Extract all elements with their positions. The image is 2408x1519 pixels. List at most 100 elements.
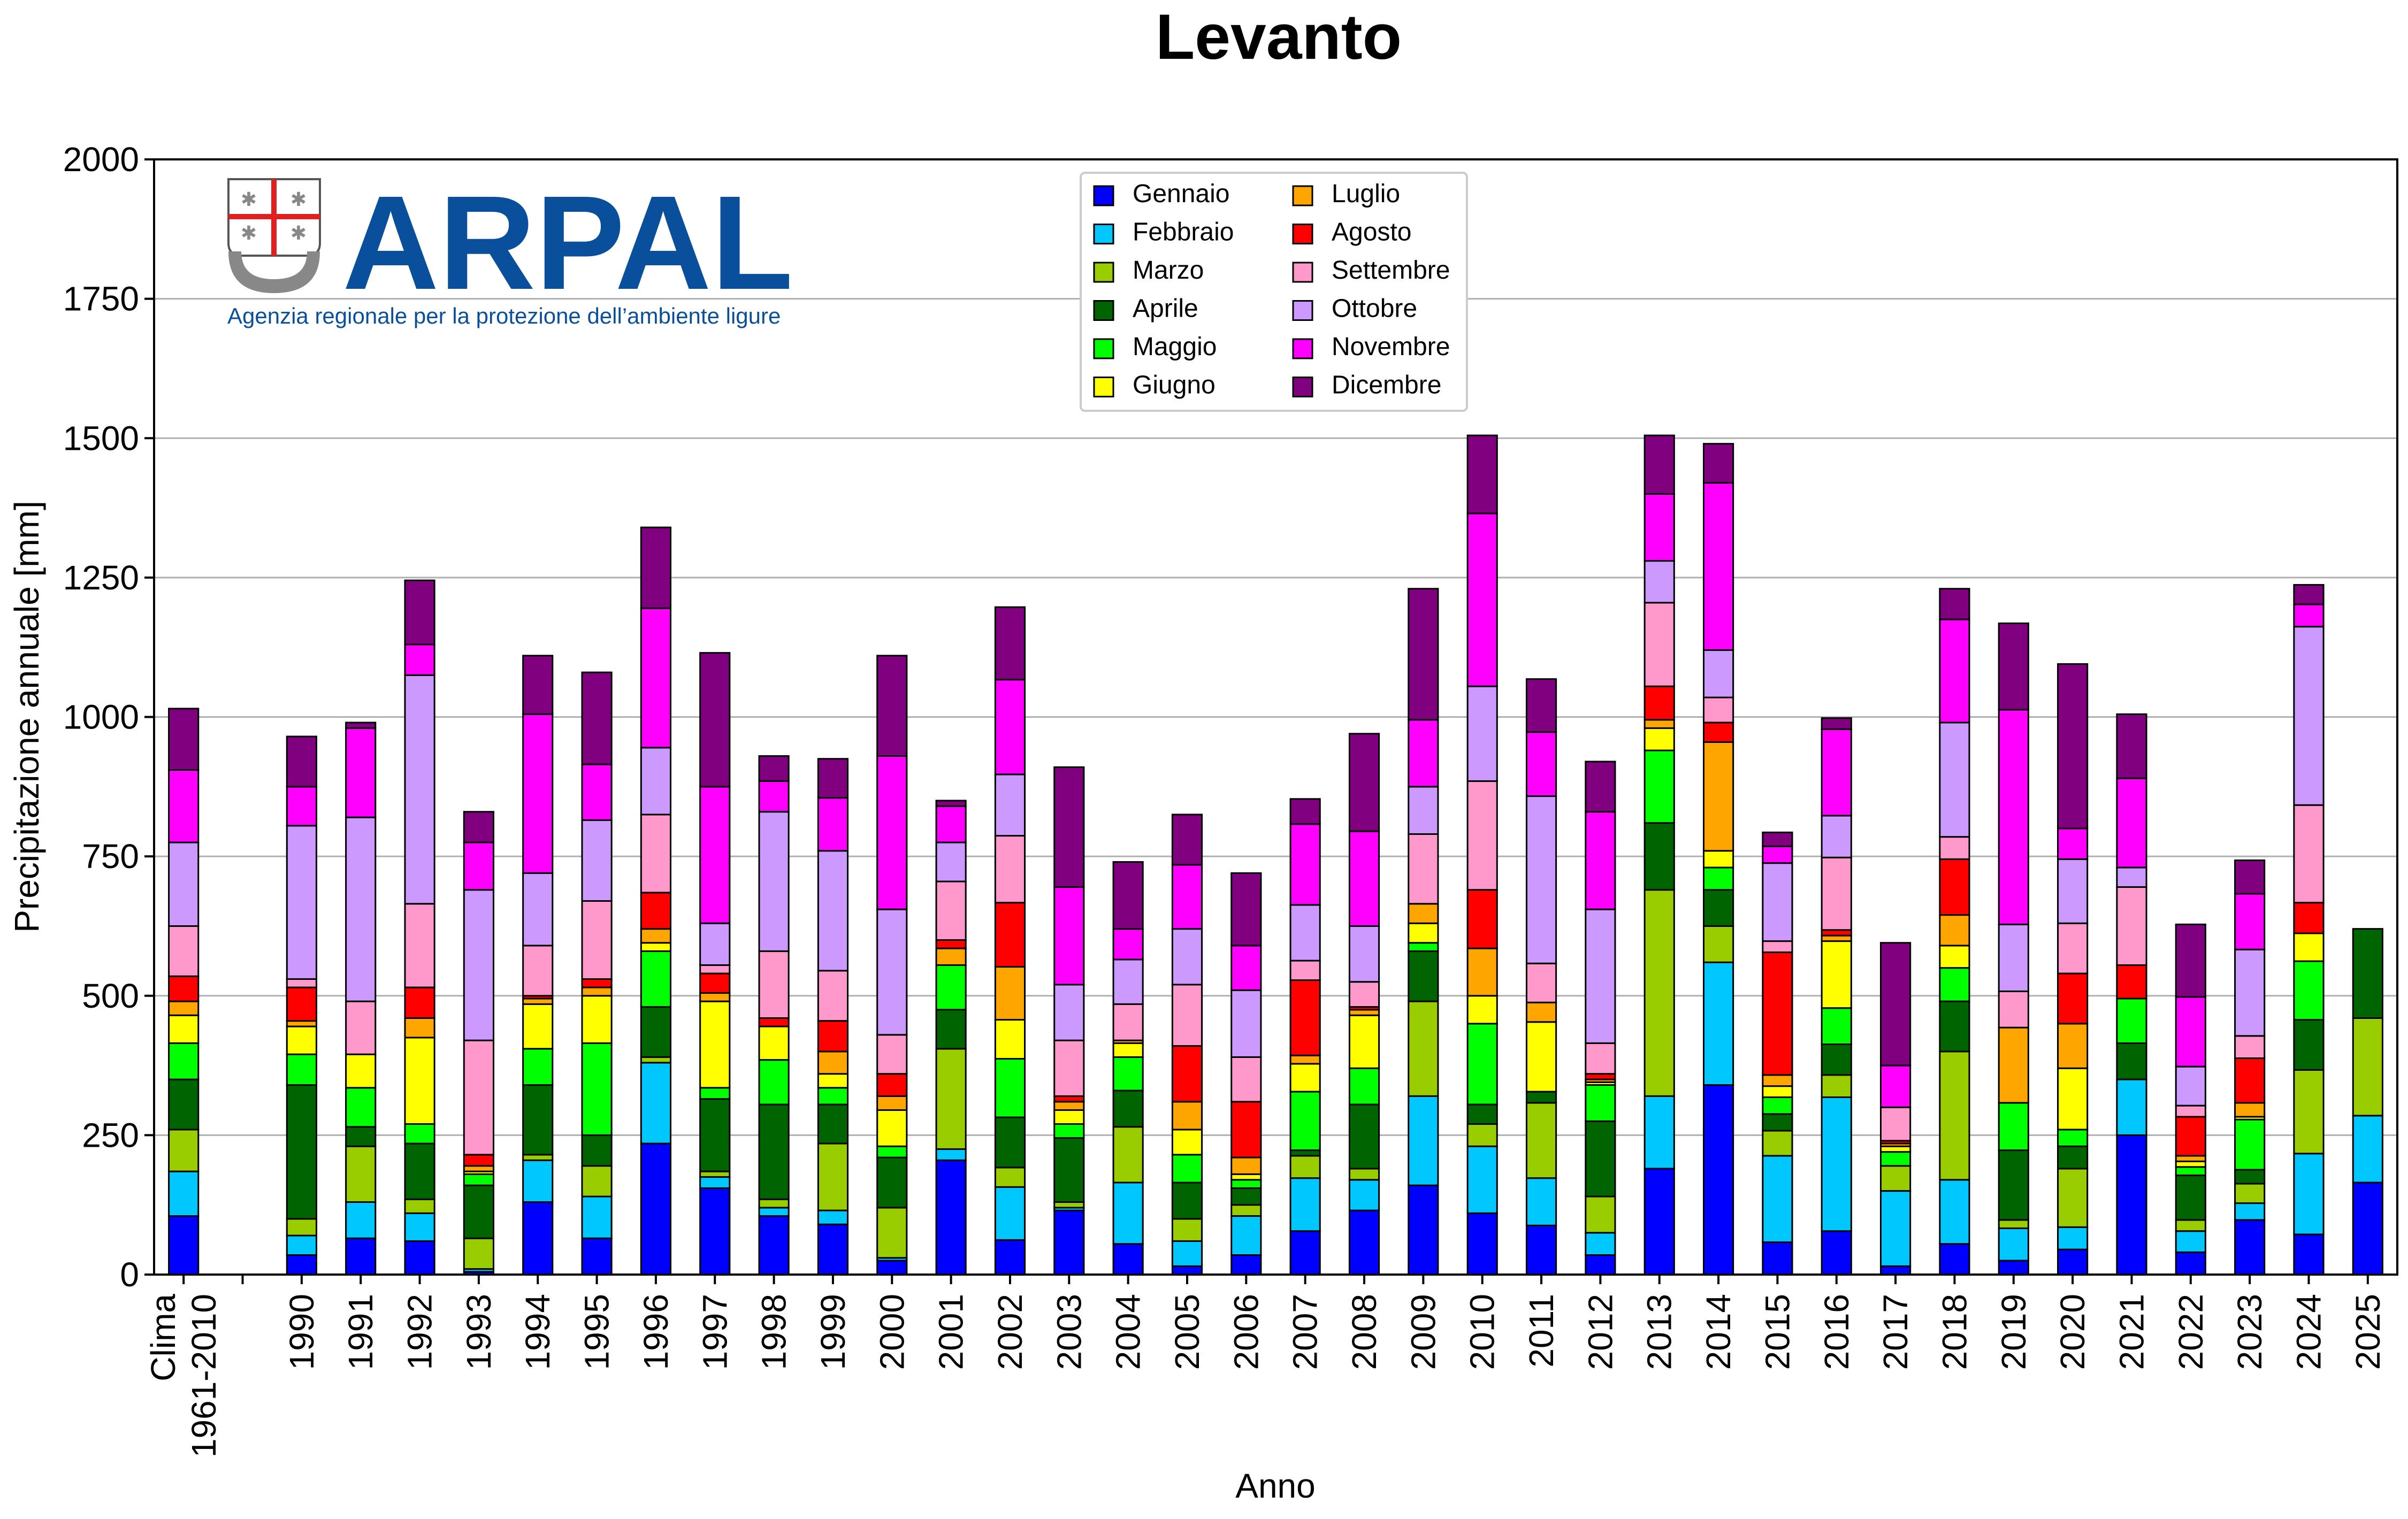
bar-segment: [699, 1170, 731, 1178]
bar-segment: [2057, 1067, 2089, 1131]
y-tick-label: 0: [120, 1255, 139, 1294]
bar-segment: [1643, 1168, 1675, 1276]
legend-label: Aprile: [1133, 295, 1198, 323]
bar-segment: [1053, 1109, 1085, 1125]
bar-segment: [1171, 1101, 1203, 1131]
bar-segment: [345, 1053, 377, 1089]
bar-segment: [1585, 1232, 1616, 1256]
bar-segment: [1702, 1084, 1734, 1276]
bar-segment: [581, 671, 613, 765]
bar-segment: [699, 964, 731, 975]
bar-segment: [1230, 872, 1262, 947]
bar-segment: [2057, 827, 2089, 860]
bar-segment: [876, 1156, 908, 1209]
bar-segment: [1880, 942, 1912, 1067]
bar-segment: [994, 1058, 1026, 1118]
bar-segment: [935, 800, 967, 807]
bar-segment: [1408, 833, 1439, 905]
bar-segment: [2057, 1145, 2089, 1170]
bar-segment: [404, 674, 435, 905]
x-tick-label: 2006: [1227, 1294, 1265, 1370]
bar-segment: [2234, 1202, 2266, 1221]
bar-segment: [1466, 1023, 1498, 1106]
bar-segment: [1348, 925, 1380, 983]
x-tick-label: 2010: [1463, 1294, 1502, 1370]
bar-segment: [1702, 649, 1734, 699]
bar-segment: [1762, 1113, 1793, 1132]
bar-segment: [1998, 709, 2029, 925]
bar-segment: [2057, 922, 2089, 975]
bar-segment: [1348, 1014, 1380, 1069]
bar-segment: [2293, 960, 2325, 1021]
bar-segment: [1230, 1056, 1262, 1103]
bar-segment: [581, 1165, 613, 1198]
bar-segment: [817, 1020, 849, 1053]
x-tick-label: 2000: [873, 1294, 911, 1370]
x-tick-label: 2016: [1817, 1294, 1856, 1370]
bar-segment: [463, 1173, 494, 1186]
y-tick-label: 1500: [63, 419, 139, 457]
bar-segment: [994, 606, 1026, 681]
bar-segment: [935, 964, 967, 1011]
bar-segment: [699, 652, 731, 788]
bar-segment: [345, 1201, 377, 1239]
bar-segment: [2175, 1251, 2206, 1276]
bar-segment: [876, 1109, 908, 1147]
bar-segment: [1171, 1045, 1203, 1103]
bar-segment: [1702, 741, 1734, 852]
bar-segment: [2057, 972, 2089, 1025]
bar-segment: [1053, 1095, 1085, 1103]
bar-segment: [1762, 940, 1793, 953]
bar-segment: [1821, 856, 1852, 931]
bar-segment: [1939, 836, 1970, 860]
bar-segment: [1939, 967, 1970, 1002]
bar-segment: [1289, 960, 1321, 981]
bar-segment: [581, 1195, 613, 1239]
bar-segment: [699, 1098, 731, 1172]
bar-segment: [640, 526, 671, 609]
bar-segment: [168, 708, 200, 771]
y-tick-label: 1750: [63, 280, 139, 318]
bar-segment: [404, 986, 435, 1019]
x-tick-label: 2015: [1758, 1294, 1797, 1370]
bar-segment: [345, 1087, 377, 1128]
bar-segment: [994, 1186, 1026, 1241]
bar-segment: [1821, 728, 1852, 817]
bar-segment: [1880, 1265, 1912, 1276]
bar-segment: [640, 1062, 671, 1145]
bar-segment: [758, 780, 790, 813]
bar-segment: [1998, 1219, 2029, 1229]
bar-segment: [581, 763, 613, 821]
bar-segment: [1762, 951, 1793, 1076]
bar-segment: [935, 880, 967, 941]
bar-segment: [286, 1020, 317, 1027]
bar-segment: [817, 1223, 849, 1276]
bar-segment: [1053, 984, 1085, 1041]
x-tick-label: 1994: [518, 1294, 557, 1370]
bar-segment: [1171, 1240, 1203, 1267]
x-tick-label: 1961-2010: [185, 1294, 223, 1457]
bar-segment: [1408, 1184, 1439, 1276]
bar-segment: [935, 1148, 967, 1161]
x-tick-label: 2012: [1581, 1294, 1619, 1370]
bar-segment: [522, 1084, 554, 1156]
bar-segment: [1171, 1129, 1203, 1156]
bar-segment: [404, 1212, 435, 1242]
x-tick-label: 1997: [695, 1294, 734, 1370]
x-tick-label: 2003: [1050, 1294, 1088, 1370]
bar-segment: [2175, 1219, 2206, 1232]
bar-segment: [522, 655, 554, 715]
bar-segment: [1998, 622, 2029, 711]
bar-segment: [522, 872, 554, 947]
bar-segment: [1702, 696, 1734, 724]
legend-swatch: [1093, 338, 1114, 359]
bar-segment: [1289, 1054, 1321, 1065]
bar-segment: [2352, 1182, 2383, 1276]
bar-segment: [1821, 1043, 1852, 1076]
svg-text:✱: ✱: [241, 188, 257, 210]
legend-label: Ottobre: [1332, 295, 1417, 323]
bar-segment: [2293, 603, 2325, 628]
bar-segment: [286, 1025, 317, 1055]
x-tick-label: 2021: [2112, 1294, 2151, 1370]
